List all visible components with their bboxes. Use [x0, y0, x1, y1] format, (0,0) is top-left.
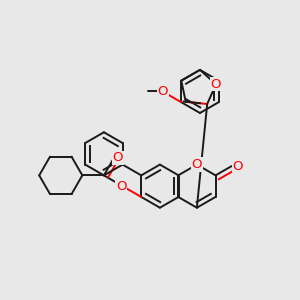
Text: O: O	[192, 158, 202, 171]
Text: O: O	[232, 160, 243, 173]
Text: O: O	[158, 85, 168, 98]
Text: O: O	[112, 152, 123, 164]
Text: O: O	[116, 180, 126, 193]
Text: O: O	[211, 78, 221, 91]
